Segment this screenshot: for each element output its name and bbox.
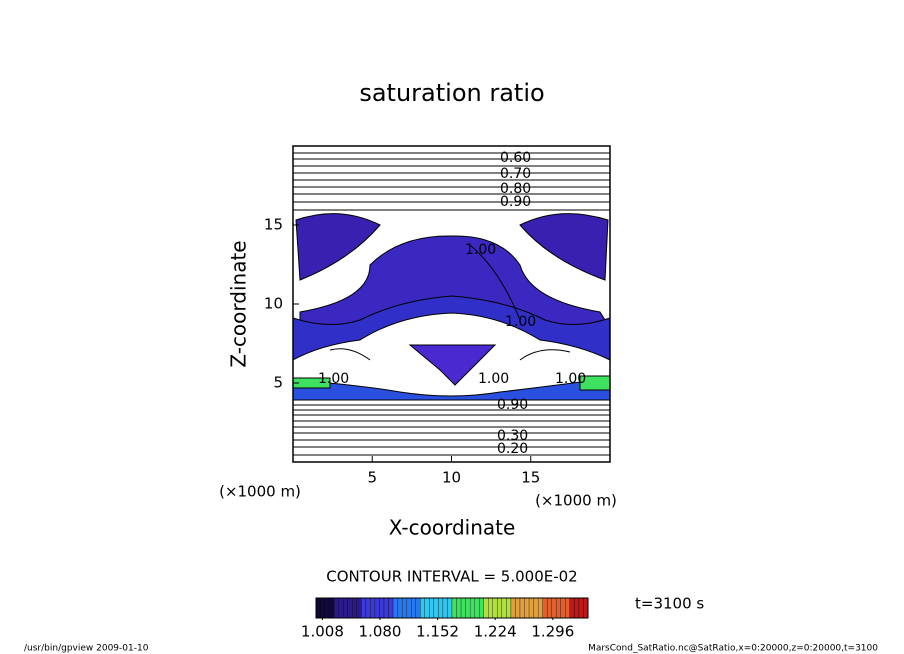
contour-label: 0.80 (500, 181, 531, 197)
colorbar-swatch (333, 597, 339, 619)
y-axis-label: Z-coordinate (227, 240, 251, 367)
colorbar-swatch (352, 597, 357, 619)
colorbar-swatch (583, 597, 589, 619)
colorbar-swatch (401, 597, 407, 619)
contour-label: 1.00 (505, 314, 536, 330)
colorbar-swatch (347, 597, 353, 619)
colorbar-swatch (524, 597, 530, 619)
x-axis-label: X-coordinate (389, 516, 516, 540)
colorbar-swatch (492, 597, 498, 619)
colorbar-swatch (533, 597, 539, 619)
footer-left: /usr/bin/gpview 2009-01-10 (24, 644, 149, 654)
colorbar-swatch (497, 597, 503, 619)
contour-label: 1.00 (465, 242, 496, 258)
x-tick-label: 15 (521, 469, 540, 487)
contour-field (292, 152, 611, 456)
x-tick-label: 10 (442, 469, 461, 487)
colorbar-tick-label: 1.152 (416, 623, 459, 641)
contour-label: 0.20 (497, 441, 528, 457)
colorbar-swatch (356, 597, 362, 619)
colorbar-swatch (424, 597, 430, 619)
colorbar-swatch (442, 597, 448, 619)
colorbar-swatch (338, 597, 344, 619)
colorbar-swatch (501, 597, 507, 619)
colorbar-swatch (483, 597, 489, 619)
colorbar-swatch (370, 597, 376, 619)
colorbar-swatch (451, 597, 457, 619)
colorbar-swatch (560, 597, 566, 619)
colorbar-swatch (324, 597, 330, 619)
y-tick-label: 10 (264, 295, 283, 313)
y-tick-label: 5 (273, 374, 283, 392)
colorbar-swatch (556, 597, 561, 619)
contour-label: 1.00 (478, 371, 509, 387)
y-unit: (×1000 m) (219, 483, 301, 501)
colorbar-swatch (447, 597, 453, 619)
colorbar-tick-label: 1.080 (359, 623, 402, 641)
colorbar-swatch (474, 597, 480, 619)
colorbar-swatch (420, 597, 425, 619)
colorbar-swatch (429, 597, 435, 619)
colorbar-swatch (374, 597, 380, 619)
chart-title: saturation ratio (359, 79, 544, 107)
contour-label: 0.30 (497, 428, 528, 444)
colorbar-swatch (438, 597, 444, 619)
colorbar-swatch (542, 597, 548, 619)
colorbar-tick-label: 1.224 (474, 623, 517, 641)
colorbar-swatch (397, 597, 403, 619)
colorbar-tick-label: 1.296 (531, 623, 574, 641)
colorbar-swatch (506, 597, 512, 619)
colorbar-swatch (411, 597, 416, 619)
colorbar-swatch (388, 597, 394, 619)
colorbar-swatch (537, 597, 543, 619)
colorbar-swatch (460, 597, 466, 619)
colorbar-swatch (320, 597, 326, 619)
contour-label: 1.00 (555, 371, 586, 387)
colorbar-frame (315, 597, 589, 619)
colorbar-tick-label: 1.008 (301, 623, 344, 641)
colorbar-swatch (329, 597, 335, 619)
colorbar-swatch (383, 597, 389, 619)
colorbar-swatch (551, 597, 557, 619)
colorbar-swatch (456, 597, 462, 619)
colorbar-swatch (488, 597, 493, 619)
colorbar-swatch (574, 597, 580, 619)
x-tick-label: 5 (367, 469, 377, 487)
colorbar-swatch (315, 597, 321, 619)
contour-label: 0.90 (497, 397, 528, 413)
contour-label: 0.90 (500, 194, 531, 210)
colorbar-swatch (479, 597, 484, 619)
colorbar-swatch (465, 597, 471, 619)
footer-right: MarsCond_SatRatio.nc@SatRatio,x=0:20000,… (588, 644, 878, 654)
colorbar-swatch (569, 597, 575, 619)
colorbar-swatch (379, 597, 385, 619)
contour-label: 0.60 (500, 150, 531, 166)
colorbar-swatch (547, 597, 552, 619)
time-label: t=3100 s (635, 595, 704, 613)
contour-label: 0.70 (500, 166, 531, 182)
colorbar-swatch (406, 597, 412, 619)
y-tick-label: 15 (264, 216, 283, 234)
colorbar-swatch (528, 597, 534, 619)
colorbar-swatch (365, 597, 371, 619)
colorbar-swatch (433, 597, 439, 619)
colorbar-swatch (415, 597, 421, 619)
colorbar-swatch (343, 597, 348, 619)
colorbar-swatch (565, 597, 571, 619)
colorbar-swatch (510, 597, 516, 619)
contour-label: 1.00 (318, 371, 349, 387)
contour-interval: CONTOUR INTERVAL = 5.000E-02 (326, 568, 577, 586)
colorbar-swatch (392, 597, 398, 619)
colorbar-swatch (469, 597, 475, 619)
colorbar-swatch (361, 597, 367, 619)
x-unit: (×1000 m) (535, 492, 617, 510)
colorbar-swatch (578, 597, 584, 619)
colorbar-swatch (519, 597, 525, 619)
colorbar-swatch (515, 597, 521, 619)
